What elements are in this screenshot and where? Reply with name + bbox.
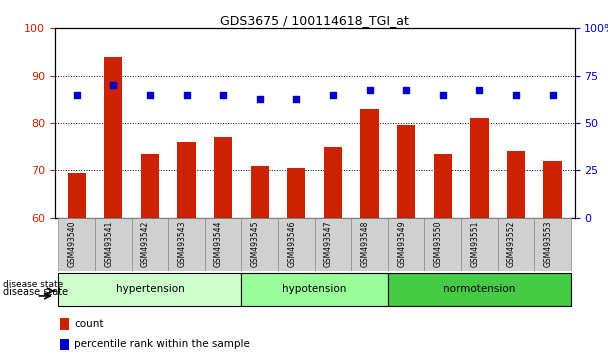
Point xyxy=(474,87,484,93)
Bar xyxy=(250,166,269,218)
Bar xyxy=(278,218,315,271)
Bar xyxy=(67,173,86,218)
Bar xyxy=(287,168,305,218)
Bar xyxy=(361,109,379,218)
Point xyxy=(548,92,558,97)
Bar xyxy=(397,125,415,218)
Bar xyxy=(241,218,278,271)
Point xyxy=(365,87,375,93)
Text: GSM493551: GSM493551 xyxy=(471,220,479,267)
Bar xyxy=(388,218,424,271)
Bar xyxy=(60,338,69,350)
Text: GSM493543: GSM493543 xyxy=(178,220,187,267)
Point xyxy=(255,97,264,102)
Bar xyxy=(324,147,342,218)
Text: GSM493548: GSM493548 xyxy=(361,220,370,267)
Bar xyxy=(131,218,168,271)
Text: GSM493553: GSM493553 xyxy=(544,220,553,267)
Text: hypertension: hypertension xyxy=(116,284,184,294)
Bar xyxy=(58,218,95,271)
Text: GSM493550: GSM493550 xyxy=(434,220,443,267)
Text: GSM493546: GSM493546 xyxy=(288,220,296,267)
Bar xyxy=(544,161,562,218)
Bar xyxy=(241,273,388,306)
Text: GSM493545: GSM493545 xyxy=(250,220,260,267)
Point xyxy=(218,92,228,97)
Title: GDS3675 / 100114618_TGI_at: GDS3675 / 100114618_TGI_at xyxy=(220,14,409,27)
Bar xyxy=(351,218,388,271)
Bar xyxy=(178,142,196,218)
Text: count: count xyxy=(74,319,103,329)
Bar xyxy=(534,218,571,271)
Point xyxy=(182,92,192,97)
Point xyxy=(145,92,155,97)
Bar xyxy=(140,154,159,218)
Bar xyxy=(95,218,131,271)
Text: GSM493542: GSM493542 xyxy=(141,220,150,267)
Text: GSM493547: GSM493547 xyxy=(324,220,333,267)
Point xyxy=(328,92,338,97)
Bar xyxy=(315,218,351,271)
Text: percentile rank within the sample: percentile rank within the sample xyxy=(74,339,250,349)
Point xyxy=(511,92,521,97)
Bar xyxy=(205,218,241,271)
Bar xyxy=(104,57,122,218)
Bar xyxy=(388,273,571,306)
Text: disease state: disease state xyxy=(3,287,68,297)
Bar xyxy=(58,273,241,306)
Bar xyxy=(470,118,489,218)
Bar xyxy=(60,318,69,330)
Bar xyxy=(168,218,205,271)
Bar xyxy=(498,218,534,271)
Text: GSM493544: GSM493544 xyxy=(214,220,223,267)
Bar xyxy=(214,137,232,218)
Point xyxy=(438,92,447,97)
Point xyxy=(108,82,118,88)
Text: GSM493552: GSM493552 xyxy=(507,220,516,267)
Bar xyxy=(434,154,452,218)
Text: GSM493540: GSM493540 xyxy=(67,220,77,267)
Bar xyxy=(507,152,525,218)
Text: GSM493549: GSM493549 xyxy=(397,220,406,267)
Text: GSM493541: GSM493541 xyxy=(105,220,113,267)
Text: disease state: disease state xyxy=(3,280,63,289)
Point xyxy=(401,87,411,93)
Bar xyxy=(424,218,461,271)
Bar xyxy=(461,218,498,271)
Text: hypotension: hypotension xyxy=(283,284,347,294)
Text: normotension: normotension xyxy=(443,284,516,294)
Point xyxy=(72,92,81,97)
Point xyxy=(291,97,301,102)
